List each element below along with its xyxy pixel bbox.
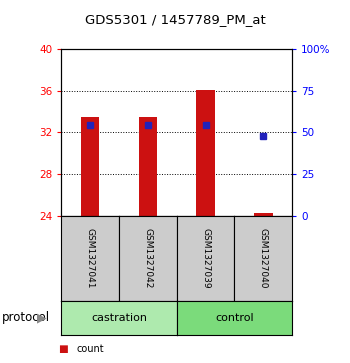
Text: GDS5301 / 1457789_PM_at: GDS5301 / 1457789_PM_at: [85, 13, 265, 26]
Text: GSM1327041: GSM1327041: [86, 228, 94, 289]
Text: protocol: protocol: [2, 311, 50, 325]
Bar: [254, 213, 273, 216]
Text: GSM1327042: GSM1327042: [144, 228, 152, 289]
Text: GSM1327040: GSM1327040: [259, 228, 268, 289]
Text: ▶: ▶: [37, 311, 47, 325]
Text: castration: castration: [91, 313, 147, 323]
Bar: [139, 117, 157, 216]
Text: ■: ■: [58, 344, 68, 354]
Text: control: control: [215, 313, 254, 323]
Bar: [196, 90, 215, 216]
Text: GSM1327039: GSM1327039: [201, 228, 210, 289]
Bar: [81, 117, 99, 216]
Text: count: count: [77, 344, 105, 354]
